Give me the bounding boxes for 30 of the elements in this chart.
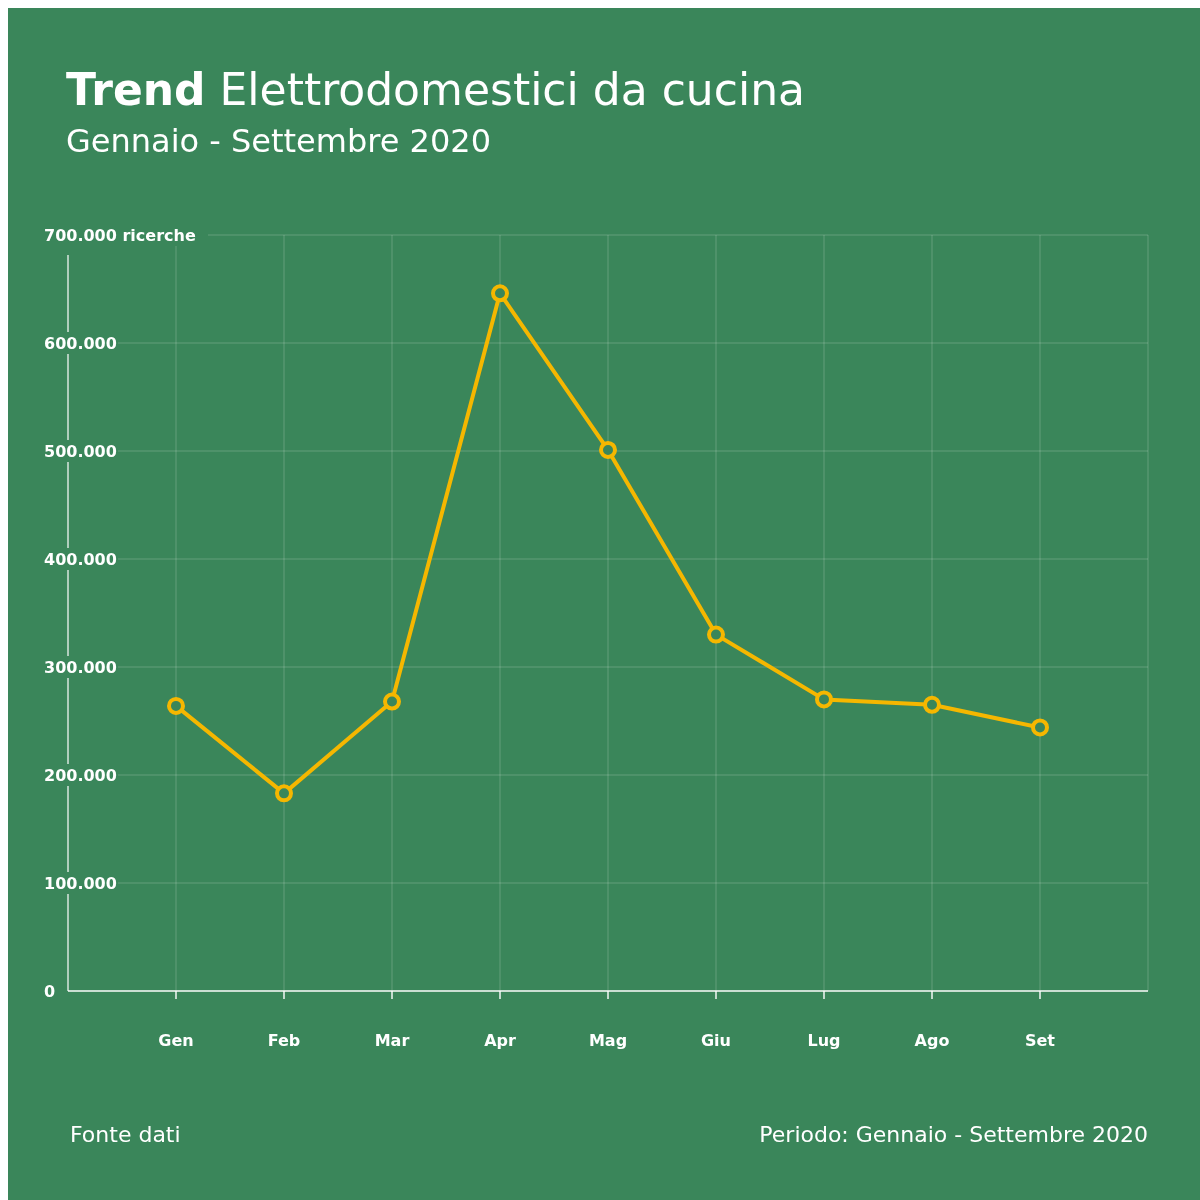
point — [383, 692, 401, 711]
x-tick-label: Set — [1024, 1031, 1056, 1050]
point — [815, 690, 833, 709]
x-tick-label: Feb — [267, 1031, 301, 1050]
y-tick-label: 200.000 — [44, 765, 117, 785]
y-tick-label: 600.000 — [44, 333, 117, 353]
y-tick-label: 100.000 — [44, 873, 117, 893]
y-tick-label: 0 — [44, 981, 56, 1001]
point — [923, 695, 941, 714]
y-tick-label: 500.000 — [44, 441, 117, 461]
source-note: Fonte dati — [70, 1122, 181, 1147]
x-tick-label: Lug — [807, 1031, 841, 1050]
point — [599, 440, 617, 459]
chart-title: Trend Elettrodomestici da cucina — [66, 64, 805, 115]
point — [491, 284, 509, 303]
x-tick-label: Mar — [374, 1031, 410, 1050]
x-tick-label: Gen — [158, 1031, 194, 1050]
text: Periodo: Gennaio - Settembre 2020 — [759, 1122, 1148, 1147]
x-tick-label: Giu — [700, 1031, 732, 1050]
point — [275, 784, 293, 803]
x-tick-label: Ago — [914, 1031, 950, 1050]
x-tick-label: Mag — [588, 1031, 628, 1050]
chart-subtitle: Gennaio - Settembre 2020 — [66, 122, 492, 160]
x-tick-label: Apr — [484, 1031, 516, 1050]
y-tick-label: 400.000 — [44, 549, 117, 569]
y-tick-label: 700.000 ricerche — [44, 225, 196, 245]
point — [1031, 718, 1049, 737]
point — [167, 696, 185, 715]
y-tick-label: 300.000 — [44, 657, 117, 677]
point — [707, 625, 725, 644]
